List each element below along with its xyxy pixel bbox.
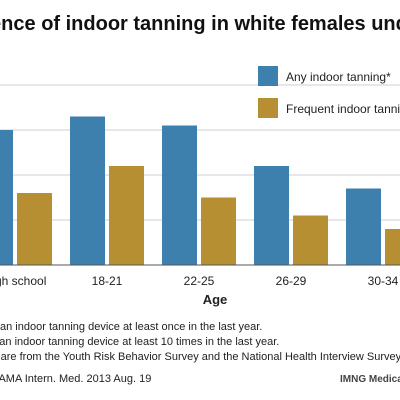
footnote-2: **Used an indoor tanning device at least… xyxy=(0,336,279,348)
legend-swatch-1 xyxy=(258,98,278,118)
legend-label-1: Frequent indoor tanning** xyxy=(286,102,400,116)
bar-frequent-2 xyxy=(201,197,236,265)
bar-any-2 xyxy=(162,125,197,265)
legend-label-0: Any indoor tanning* xyxy=(286,70,391,84)
bar-any-4 xyxy=(346,188,381,265)
chart-title: Prevalence of indoor tanning in white fe… xyxy=(0,13,400,35)
bar-any-0 xyxy=(0,130,13,265)
legend-swatch-0 xyxy=(258,66,278,86)
x-axis-label: Age xyxy=(203,292,228,307)
credit-label: IMNG Medical Media xyxy=(340,374,400,385)
x-tick-label: 22-25 xyxy=(184,274,215,288)
x-tick-label: 30-34 xyxy=(368,274,399,288)
x-tick-labels: High school 18-21 22-25 26-29 30-34 xyxy=(0,274,399,288)
bar-any-1 xyxy=(70,116,105,265)
footnote-1: *Used an indoor tanning device at least … xyxy=(0,321,262,333)
gridlines xyxy=(0,84,400,221)
bar-frequent-4 xyxy=(385,229,400,265)
footnote-3: Note: Data are from the Youth Risk Behav… xyxy=(0,351,400,363)
bar-frequent-0 xyxy=(17,193,52,265)
x-tick-label: High school xyxy=(0,274,46,288)
bar-frequent-3 xyxy=(293,215,328,265)
bars xyxy=(0,116,400,265)
bar-any-3 xyxy=(254,166,289,265)
bar-frequent-1 xyxy=(109,166,144,265)
x-tick-label: 26-29 xyxy=(276,274,307,288)
legend: Any indoor tanning* Frequent indoor tanni… xyxy=(258,66,400,118)
x-tick-label: 18-21 xyxy=(92,274,123,288)
footnote-4: Source: JAMA Intern. Med. 2013 Aug. 19 xyxy=(0,373,151,385)
